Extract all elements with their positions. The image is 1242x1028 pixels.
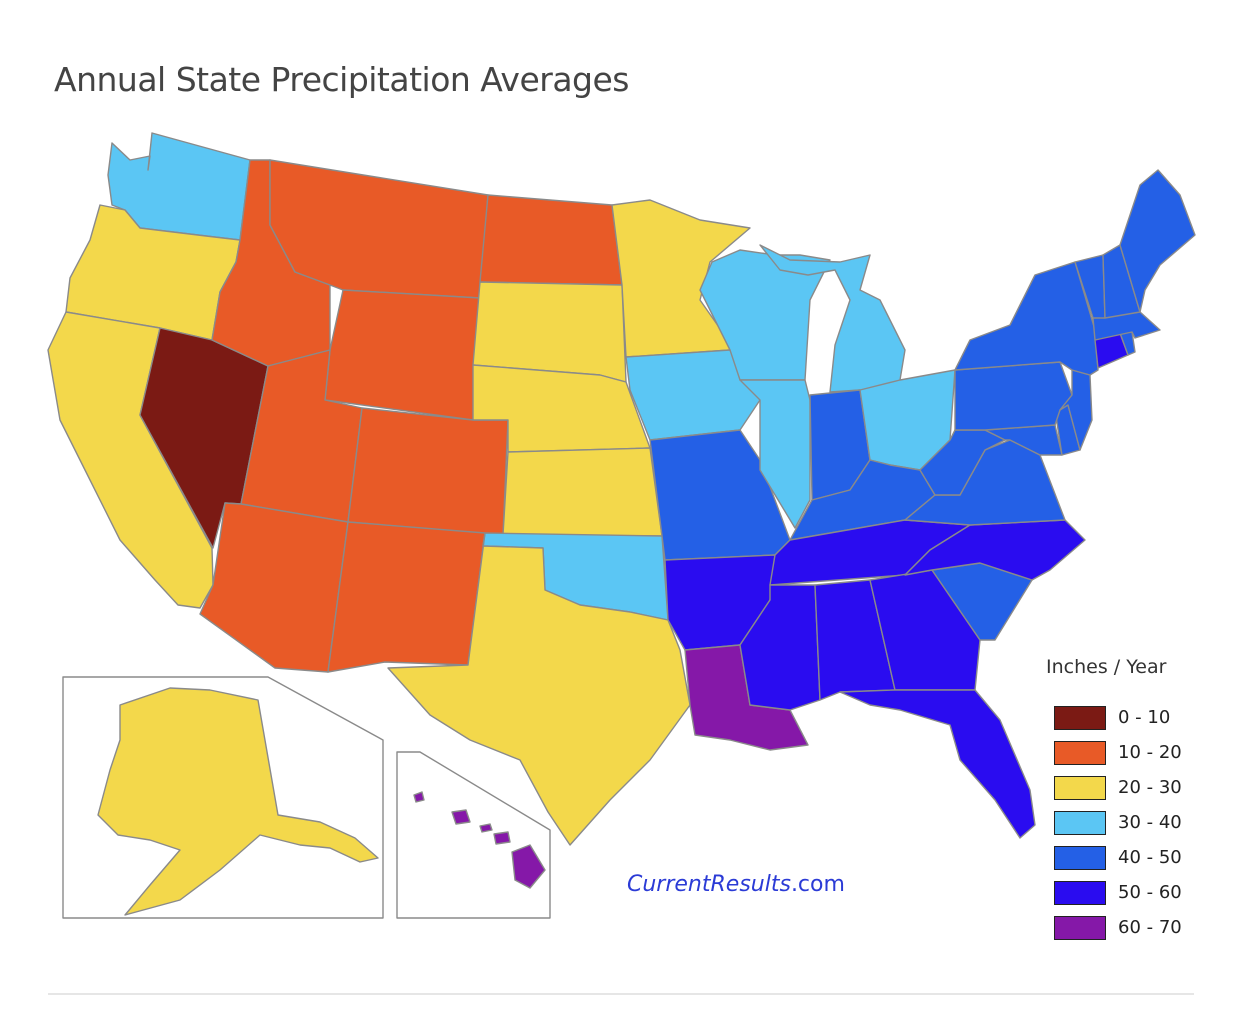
legend-swatch [1054,915,1106,940]
legend-label: 50 - 60 [1118,882,1182,903]
hawaii-inset [396,751,551,919]
legend-item: 40 - 50 [1044,840,1204,875]
state-colorado[interactable] [347,407,509,536]
legend-label: 20 - 30 [1118,777,1182,798]
state-north-dakota[interactable] [479,194,623,286]
state-maine[interactable] [1119,169,1196,313]
map-title: Annual State Precipitation Averages [54,60,630,99]
legend-swatch [1054,775,1106,800]
state-hawaii[interactable] [511,844,546,889]
legend-rows: 0 - 10 10 - 20 20 - 30 30 - 40 40 - 50 50 - 6… [1044,700,1204,945]
legend-label: 30 - 40 [1118,812,1182,833]
legend: Inches / Year 0 - 10 10 - 20 20 - 30 30 - 4… [1044,656,1204,945]
legend-swatch [1054,810,1106,835]
legend-item: 10 - 20 [1044,735,1204,770]
legend-item: 60 - 70 [1044,910,1204,945]
legend-swatch [1054,705,1106,730]
legend-title: Inches / Year [1046,656,1167,678]
legend-swatch [1054,880,1106,905]
state-north-carolina[interactable] [904,519,1086,581]
state-alaska[interactable] [97,687,379,916]
state-new-mexico[interactable] [327,521,486,673]
footer-divider [48,993,1194,995]
legend-item: 30 - 40 [1044,805,1204,840]
brand-emphasis: Results [710,872,791,897]
state-new-york[interactable] [954,261,1099,376]
state-wyoming[interactable] [324,289,481,421]
state-kansas[interactable] [502,447,663,537]
state-new-jersey[interactable] [1059,369,1093,451]
legend-item: 50 - 60 [1044,875,1204,910]
state-illinois[interactable] [739,379,811,529]
state-wisconsin[interactable] [699,249,831,381]
state-texas[interactable] [387,532,691,846]
legend-swatch [1054,740,1106,765]
legend-label: 60 - 70 [1118,917,1182,938]
legend-item: 20 - 30 [1044,770,1204,805]
legend-label: 0 - 10 [1118,707,1171,728]
state-florida[interactable] [839,689,1036,839]
state-arizona[interactable] [199,502,349,673]
legend-label: 10 - 20 [1118,742,1182,763]
source-brand[interactable]: CurrentResults.com [627,872,845,897]
legend-swatch [1054,845,1106,870]
legend-label: 40 - 50 [1118,847,1182,868]
legend-item: 0 - 10 [1044,700,1204,735]
state-minnesota[interactable] [611,199,751,358]
brand-prefix: Current [627,872,711,897]
alaska-inset [62,676,384,919]
brand-suffix: .com [790,872,845,897]
state-pennsylvania[interactable] [954,361,1073,431]
